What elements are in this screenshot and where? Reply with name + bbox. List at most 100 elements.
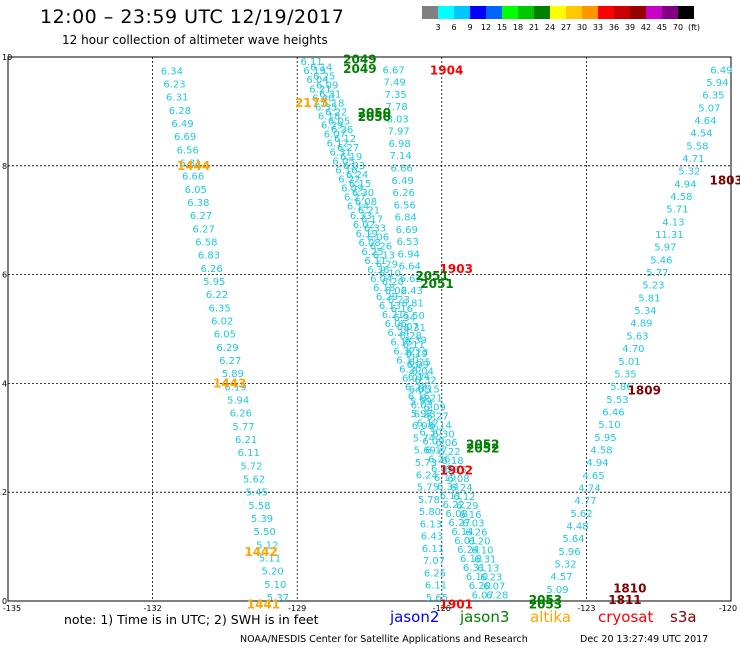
pass-time-label: 1902 [440, 463, 473, 477]
wave-height-value: 6.23 [480, 572, 502, 583]
wave-height-value: 6.30 [432, 429, 454, 440]
wave-height-value: 6.16 [391, 304, 413, 315]
wave-height-value: 6.21 [382, 310, 404, 321]
x-tick-label: -135 [3, 604, 21, 613]
plot-frame [7, 56, 732, 602]
wave-height-value: 6.32 [393, 346, 415, 357]
wave-height-value: 6.17 [361, 215, 383, 226]
wave-height-value: 6.11 [440, 491, 462, 502]
wave-height-value: 5.39 [251, 514, 273, 525]
wave-height-value: 6.35 [444, 465, 466, 476]
wave-height-value: 6.06 [435, 438, 457, 449]
wave-height-value: 7.14 [390, 151, 412, 162]
legend-label: 15 [496, 23, 508, 32]
wave-height-value: 5.80 [419, 507, 441, 518]
wave-height-value: 6.64 [399, 262, 421, 273]
wave-height-value: 6.30 [352, 188, 374, 199]
satellite-label: jason3 [460, 608, 510, 626]
wave-height-value: 6.13 [420, 519, 442, 530]
pass-time-label: 1903 [440, 262, 473, 276]
wave-height-value: 4.57 [550, 572, 572, 583]
pass-time-label: 1443 [213, 376, 246, 390]
wave-height-value: 6.28 [486, 590, 508, 601]
wave-height-value: 6.35 [702, 91, 724, 102]
wave-height-value: 6.19 [340, 152, 362, 163]
wave-height-value: 6.04 [412, 367, 434, 378]
legend-label: 30 [576, 23, 588, 32]
legend-label: 3 [435, 23, 441, 32]
wave-height-value: 6.02 [211, 317, 233, 328]
wave-height-value: 6.25 [424, 568, 446, 579]
legend-swatch [678, 6, 694, 19]
legend-swatch [630, 6, 646, 19]
wave-height-value: 6.18 [318, 111, 340, 122]
wave-height-value: 5.11 [259, 554, 281, 565]
wave-height-value: 6.11 [301, 57, 323, 68]
pass-time-label: 1901 [440, 597, 473, 611]
wave-height-value: 6.18 [460, 554, 482, 565]
wave-height-value: 6.69 [396, 225, 418, 236]
pass-time-label: 2049 [343, 53, 376, 67]
wave-height-value: 5.32 [678, 167, 700, 178]
satellite-label: jason2 [390, 608, 440, 626]
pass-time-label: 2050 [358, 110, 391, 124]
wave-height-value: 6.06 [367, 233, 389, 244]
wave-height-value: 5.95 [594, 433, 616, 444]
wave-height-value: 6.23 [163, 80, 185, 91]
wave-height-value: 6.21 [420, 394, 442, 405]
wave-height-value: 5.58 [686, 141, 708, 152]
wave-height-value: 6.94 [398, 249, 420, 260]
wave-height-value: 5.46 [650, 255, 672, 266]
wave-height-value: 6.02 [385, 286, 407, 297]
wave-height-value: 6.28 [400, 331, 422, 342]
wave-height-value: 6.24 [346, 170, 368, 181]
wave-height-value: 6.06 [385, 319, 407, 330]
wave-height-value: 6.34 [437, 482, 459, 493]
wave-height-value: 6.08 [446, 509, 468, 520]
legend-swatch [422, 6, 438, 19]
wave-height-value: 4.65 [582, 471, 604, 482]
wave-height-value: 6.22 [206, 290, 228, 301]
wave-height-value: 4.54 [690, 129, 712, 140]
wave-height-value: 5.94 [227, 396, 249, 407]
wave-height-value: 5.69 [414, 446, 436, 457]
legend-label: 6 [451, 23, 457, 32]
wave-height-value: 6.24 [457, 545, 479, 556]
pass-time-label: 1810 [613, 581, 646, 595]
footer-note: note: 1) Time is in UTC; 2) SWH is in fe… [64, 612, 319, 627]
wave-height-value: 6.24 [450, 483, 472, 494]
legend-swatch [486, 6, 502, 19]
wave-height-value: 5.37 [267, 593, 289, 604]
satellite-label: altika [530, 608, 572, 626]
pass-time-label: 1811 [608, 593, 641, 607]
wave-height-value: 7.97 [388, 127, 410, 138]
legend-label: 18 [512, 23, 524, 32]
pass-time-label: 2175 [295, 96, 328, 110]
wave-height-value: 6.07 [402, 373, 424, 384]
wave-height-value: 6.12 [453, 492, 475, 503]
credit-line: NOAA/NESDIS Center for Satellite Applica… [240, 634, 528, 645]
wave-height-value: 6.13 [373, 250, 395, 261]
wave-height-value: 5.50 [254, 527, 276, 538]
wave-height-value: 6.05 [409, 384, 431, 395]
wave-height-value: 6.31 [474, 555, 496, 566]
wave-height-value: 6.25 [313, 72, 335, 83]
wave-height-value: 6.53 [397, 237, 419, 248]
wave-height-value: 6.19 [356, 229, 378, 240]
legend-label: 42 [640, 23, 652, 32]
wave-height-value: 6.14 [429, 420, 451, 431]
wave-height-value: 5.64 [562, 534, 584, 545]
wave-height-value: 5.77 [232, 422, 254, 433]
wave-height-value: 5.10 [598, 420, 620, 431]
wave-height-value: 6.31 [319, 89, 341, 100]
wave-height-value: 6.56 [394, 200, 416, 211]
wave-height-value: 6.12 [334, 134, 356, 145]
wave-height-value: 6.23 [406, 348, 428, 359]
wave-height-value: 5.95 [203, 277, 225, 288]
wave-height-value: 6.14 [310, 63, 332, 74]
wave-height-value: 6.27 [426, 411, 448, 422]
legend-swatch [518, 6, 534, 19]
wave-height-value: 6.33 [364, 224, 386, 235]
wave-height-value: 6.35 [315, 102, 337, 113]
